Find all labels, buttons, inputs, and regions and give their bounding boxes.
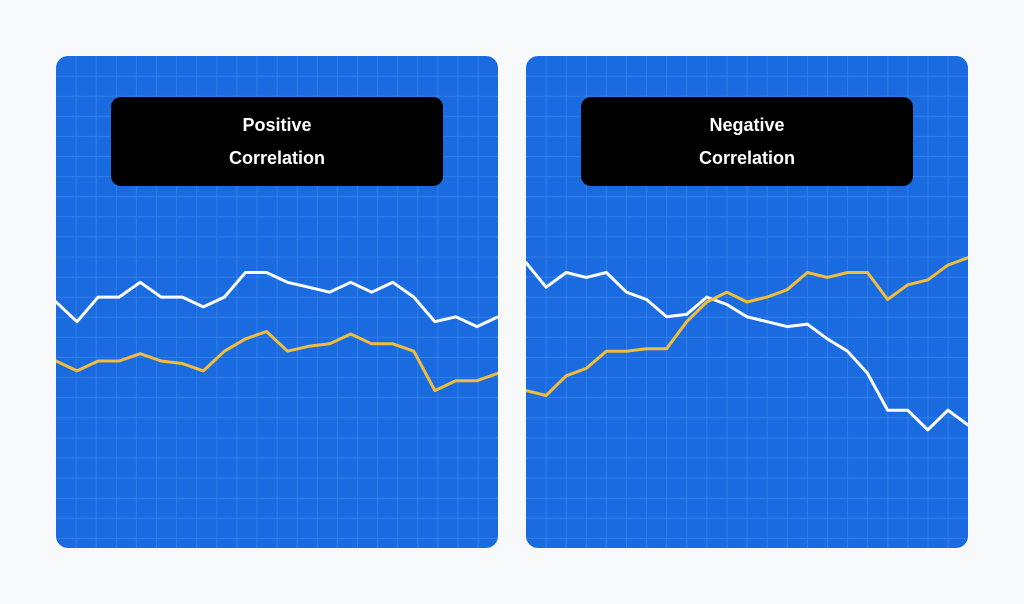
negative-title-line2: Correlation xyxy=(698,147,795,168)
positive-title-line1: Positive xyxy=(242,114,312,135)
negative-title-line1: Negative xyxy=(709,114,785,135)
positive-correlation-chart: Positive Correlation xyxy=(56,56,498,548)
negative-correlation-chart: Negative Correlation xyxy=(526,56,968,548)
negative-chart-title: Negative Correlation xyxy=(581,97,913,186)
negative-series-white-line xyxy=(526,261,968,432)
negative-series-yellow-line xyxy=(526,256,968,397)
positive-chart-title: Positive Correlation xyxy=(111,97,443,186)
positive-title-line2: Correlation xyxy=(228,147,325,168)
positive-series-white-line xyxy=(56,271,498,329)
positive-series-yellow-line xyxy=(56,330,498,393)
